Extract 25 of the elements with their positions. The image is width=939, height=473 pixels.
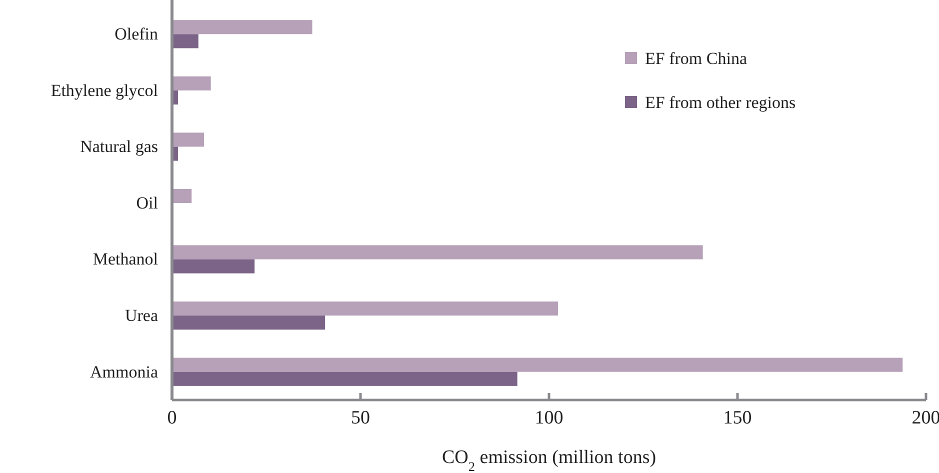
y-tick-label: Urea: [124, 306, 158, 326]
bar: [172, 302, 558, 316]
bar: [172, 132, 204, 147]
bar: [172, 358, 903, 372]
bar: [172, 34, 198, 48]
y-tick-label: Methanol: [92, 250, 158, 269]
y-tick-label: Oil: [136, 193, 158, 212]
y-tick-label: Ammonia: [90, 362, 158, 382]
y-tick-label: Ethylene glycol: [50, 80, 158, 100]
legend-label: EF from other regions: [645, 93, 796, 112]
bar: [172, 188, 192, 203]
bar: [172, 372, 518, 386]
x-tick-label: 150: [723, 407, 752, 428]
bar: [172, 20, 312, 34]
bar: [172, 259, 255, 274]
x-axis-title: CO$_{2}$ emission (million tons): [442, 447, 656, 473]
bar: [172, 316, 326, 330]
y-tick-label: Natural gas: [80, 137, 158, 156]
bar: [172, 76, 211, 90]
legend-label: EF from China: [645, 49, 748, 68]
x-tick-label: 100: [534, 407, 564, 428]
y-tick-label: Olefin: [114, 24, 158, 44]
x-tick-label: 0: [167, 407, 177, 428]
x-tick-label: 50: [351, 407, 370, 428]
bar: [172, 245, 703, 260]
